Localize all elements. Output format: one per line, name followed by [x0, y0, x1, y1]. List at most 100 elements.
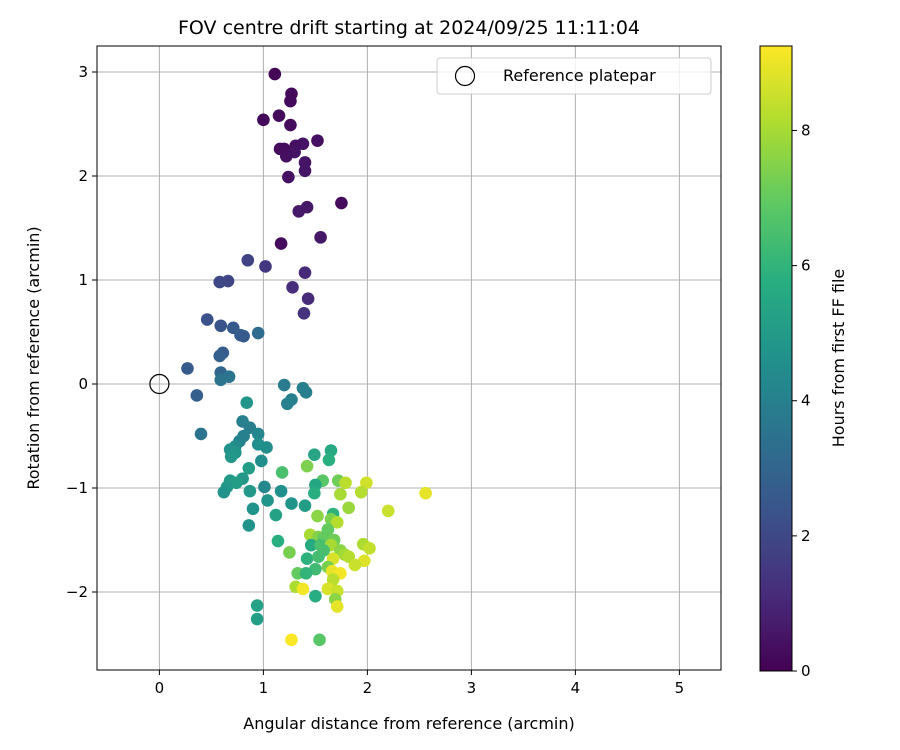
data-point — [313, 633, 326, 647]
data-point — [298, 164, 312, 178]
data-point — [268, 67, 282, 81]
y-tick-label: 1 — [78, 271, 88, 289]
data-point — [214, 373, 228, 387]
y-tick-label: 0 — [78, 375, 88, 393]
data-point — [292, 205, 306, 218]
colorbar: 0 2 4 6 8 Hours from first FF file — [759, 45, 848, 680]
colorbar-tick-label: 0 — [801, 662, 811, 680]
data-point — [304, 538, 318, 552]
x-tick-label: 3 — [467, 679, 477, 697]
data-point — [311, 134, 324, 147]
colorbar-gradient — [759, 45, 793, 672]
x-axis-ticks: 0 1 2 3 4 5 — [155, 670, 685, 697]
y-tick-label: 2 — [78, 167, 88, 185]
data-point — [284, 118, 297, 132]
data-point — [251, 427, 265, 441]
data-point — [322, 453, 336, 467]
colorbar-ticks: 0 2 4 6 8 — [792, 121, 811, 680]
data-point — [279, 149, 293, 163]
data-point — [281, 397, 294, 411]
data-point — [314, 231, 327, 244]
data-point — [241, 253, 255, 267]
data-point — [282, 170, 295, 184]
data-point — [251, 326, 265, 340]
reference-platepar-marker — [149, 373, 170, 395]
data-point — [296, 582, 310, 596]
data-point — [354, 485, 368, 499]
data-point — [360, 476, 373, 490]
data-point — [261, 494, 274, 507]
data-point — [335, 196, 348, 210]
data-point — [298, 266, 312, 280]
colorbar-tick-label: 6 — [801, 257, 811, 275]
reference-marker-layer — [149, 373, 170, 395]
data-point — [250, 612, 264, 626]
data-point — [348, 558, 362, 572]
data-point — [299, 386, 313, 399]
data-point — [259, 260, 272, 273]
data-point — [258, 480, 271, 494]
chart-title: FOV centre drift starting at 2024/09/25 … — [178, 17, 640, 39]
data-point — [363, 542, 376, 555]
plot-frame — [96, 45, 722, 671]
x-tick-label: 4 — [571, 679, 581, 697]
data-point — [243, 484, 257, 498]
x-tick-label: 5 — [675, 679, 685, 697]
data-point — [298, 499, 312, 512]
y-axis-label: Rotation from reference (arcmin) — [24, 226, 43, 489]
data-point — [217, 485, 231, 499]
data-point — [250, 599, 264, 612]
data-point — [326, 573, 340, 586]
y-tick-label: −1 — [66, 479, 88, 497]
data-point — [381, 504, 395, 518]
data-point — [299, 566, 313, 580]
data-point — [321, 582, 335, 596]
data-point — [419, 486, 432, 500]
colorbar-tick-label: 8 — [801, 121, 811, 139]
legend-marker-icon — [454, 65, 476, 87]
colorbar-tick-label: 4 — [801, 392, 811, 410]
colorbar-tick-label: 2 — [801, 527, 811, 545]
data-point — [309, 589, 322, 603]
x-tick-label: 0 — [155, 679, 165, 697]
data-point — [342, 501, 355, 515]
grid-lines — [97, 46, 721, 670]
data-point — [339, 476, 352, 490]
data-point — [285, 633, 298, 647]
data-point — [274, 237, 288, 250]
data-point — [274, 484, 288, 498]
data-point — [300, 459, 314, 473]
data-point — [224, 450, 238, 464]
data-point — [301, 292, 315, 306]
data-point — [242, 519, 256, 532]
data-point — [285, 497, 298, 510]
data-point — [286, 280, 299, 294]
x-tick-label: 1 — [259, 679, 269, 697]
data-point — [214, 319, 228, 333]
x-tick-label: 2 — [363, 679, 373, 697]
data-point — [297, 306, 311, 320]
data-point — [213, 275, 227, 289]
data-point — [200, 313, 214, 326]
legend-box — [436, 57, 712, 95]
data-point — [324, 444, 338, 457]
y-tick-label: −2 — [66, 583, 88, 601]
data-point — [237, 329, 250, 343]
data-point — [272, 109, 286, 122]
data-point — [260, 441, 273, 454]
data-point — [269, 508, 283, 522]
data-point — [330, 516, 344, 529]
data-point — [255, 454, 268, 468]
data-point — [334, 487, 347, 501]
data-point — [242, 461, 256, 475]
data-point — [284, 94, 297, 108]
data-point — [300, 552, 314, 566]
y-axis-ticks: −2 −1 0 1 2 3 — [66, 63, 97, 601]
data-point — [246, 502, 260, 516]
legend: Reference platepar — [436, 57, 712, 95]
colorbar-label: Hours from first FF file — [829, 269, 848, 448]
plot-background — [97, 46, 721, 670]
data-point — [312, 550, 325, 563]
data-point — [194, 427, 208, 441]
